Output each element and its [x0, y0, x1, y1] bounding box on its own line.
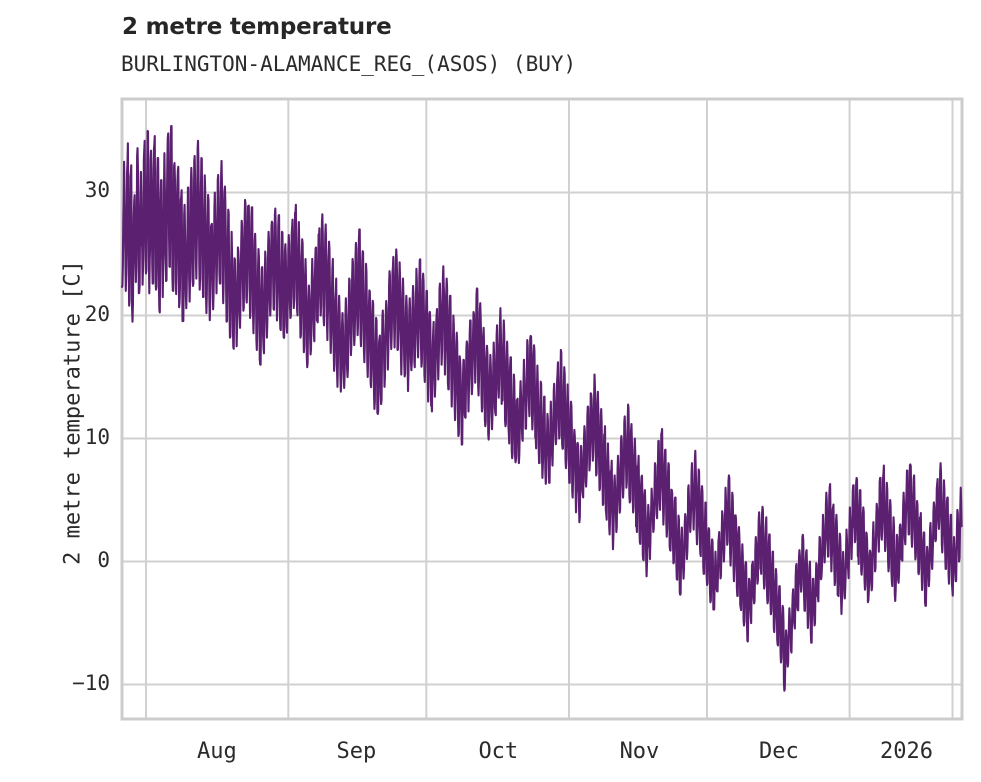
y-axis-tick-label: 30 [84, 178, 110, 203]
y-axis-tick-label: 0 [97, 547, 110, 572]
chart-title: 2 metre temperature [122, 14, 392, 40]
y-axis-tick-group: −10 0 10 20 30 [0, 0, 110, 782]
y-axis-tick-label: 20 [84, 301, 110, 326]
x-axis-tick-label: Nov [619, 739, 660, 764]
temperature-series [120, 125, 963, 692]
x-axis-tick-label: Dec [759, 739, 799, 764]
x-axis-tick-label: Sep [336, 739, 377, 764]
y-axis-tick-label: 10 [84, 424, 110, 449]
x-axis-tick-label: Oct [478, 739, 519, 764]
y-axis-tick-label: −10 [72, 670, 110, 695]
plot-border [120, 97, 964, 721]
plot-frame [120, 97, 964, 721]
chart-subtitle: BURLINGTON-ALAMANCE_REG_(ASOS) (BUY) [121, 52, 577, 76]
temperature-line [120, 125, 963, 692]
x-axis-tick-label: Aug [197, 739, 237, 764]
x-axis-tick-label: 2026 [880, 739, 934, 764]
